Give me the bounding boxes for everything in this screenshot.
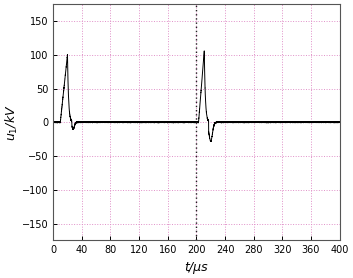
Y-axis label: $u_1$/kV: $u_1$/kV [4, 104, 20, 141]
X-axis label: t/μs: t/μs [185, 261, 208, 274]
